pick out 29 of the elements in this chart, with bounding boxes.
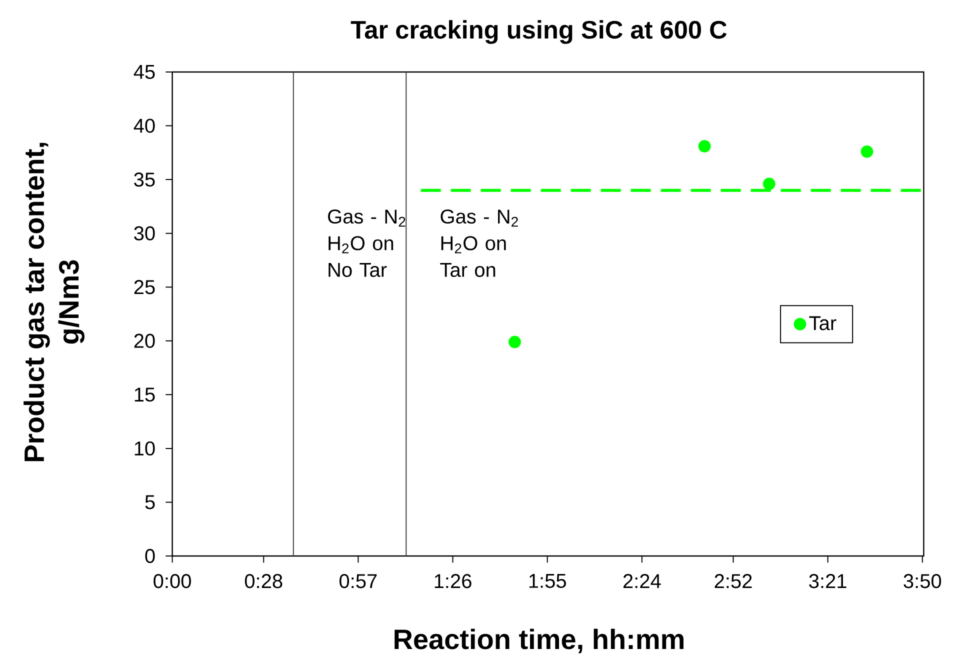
y-tick-label: 40 — [134, 118, 155, 133]
x-tick-label: 0:00 — [154, 574, 191, 588]
point — [508, 336, 521, 348]
y-tick-label: 35 — [134, 172, 155, 187]
x-tick-label: 3:21 — [809, 574, 846, 588]
chart-title: Tar cracking using SiC at 600 C — [350, 20, 727, 44]
x-tick-label: 1:55 — [529, 574, 566, 588]
y-tick-label: 15 — [134, 388, 155, 402]
text: Gas - N$_{2}$ H$_{2}$O on No Tar — [328, 209, 406, 277]
x-axis-title: Reaction time, hh:mm — [394, 628, 684, 654]
x-tick-label: 0:57 — [340, 574, 377, 588]
point — [762, 178, 776, 190]
y-tick-label: 20 — [134, 334, 155, 348]
x-tick-label: 1:26 — [434, 574, 472, 588]
y-tick-label: 25 — [134, 280, 155, 294]
y-tick-label: 0 — [145, 548, 155, 564]
y-tick-label: 10 — [134, 441, 155, 456]
legend-label: Tar — [809, 316, 836, 330]
x-tick-label: 0:28 — [244, 574, 282, 588]
point — [860, 145, 874, 158]
text: Gas - N$_{2}$ H$_{2}$O on Tar on — [440, 209, 518, 277]
x-tick-label: 3:50 — [904, 574, 942, 588]
point — [698, 140, 711, 152]
y-tick-label: 5 — [145, 495, 155, 510]
y-tick-label: 45 — [134, 65, 155, 79]
y-tick-label: 30 — [134, 226, 155, 240]
x-tick-label: 2:24 — [623, 574, 661, 588]
x-tick-label: 2:52 — [714, 574, 752, 588]
y-axis-title: Product gas tar content, g/Nm3 — [24, 142, 84, 462]
